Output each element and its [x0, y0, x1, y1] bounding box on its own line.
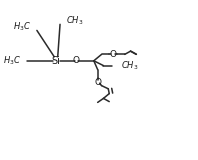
Text: O: O — [110, 50, 117, 59]
Text: $H_3C$: $H_3C$ — [3, 55, 21, 67]
Text: $CH_3$: $CH_3$ — [121, 59, 138, 72]
Text: $H_3C$: $H_3C$ — [13, 21, 31, 33]
Text: $CH_3$: $CH_3$ — [66, 15, 83, 27]
Text: O: O — [73, 56, 80, 65]
Text: O: O — [94, 78, 101, 87]
Text: Si: Si — [52, 56, 61, 66]
